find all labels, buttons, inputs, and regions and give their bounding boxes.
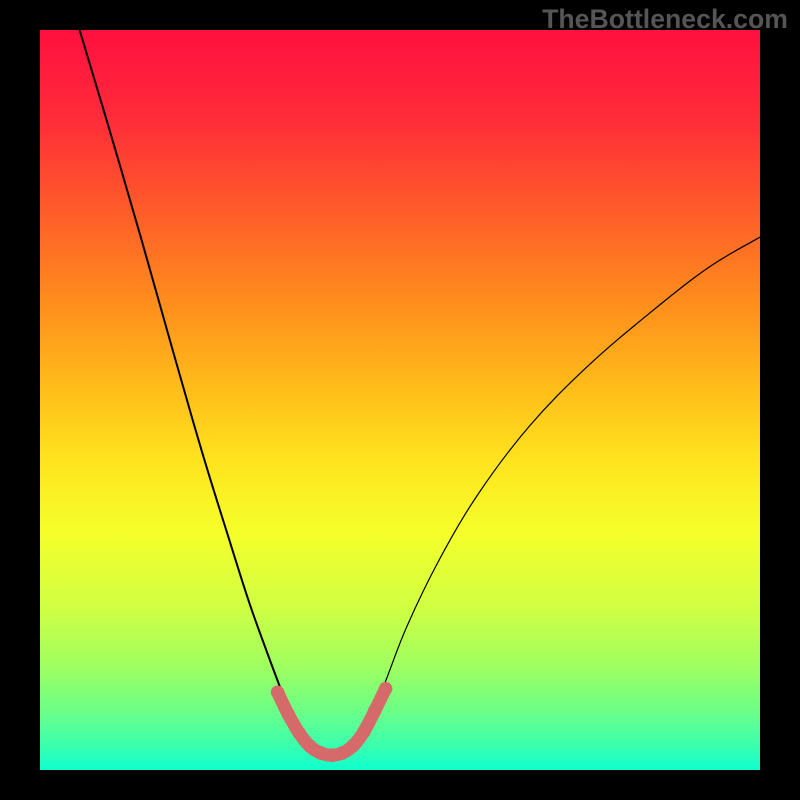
plot-area (40, 30, 760, 770)
plot-svg (40, 30, 760, 770)
trough-bead (346, 739, 360, 753)
trough-bead (282, 708, 296, 722)
trough-bead (379, 682, 393, 696)
chart-stage: TheBottleneck.com (0, 0, 800, 800)
gradient-background (40, 30, 760, 770)
trough-bead (271, 686, 285, 700)
trough-bead (368, 704, 382, 718)
trough-bead (292, 726, 306, 740)
trough-bead (357, 725, 371, 739)
